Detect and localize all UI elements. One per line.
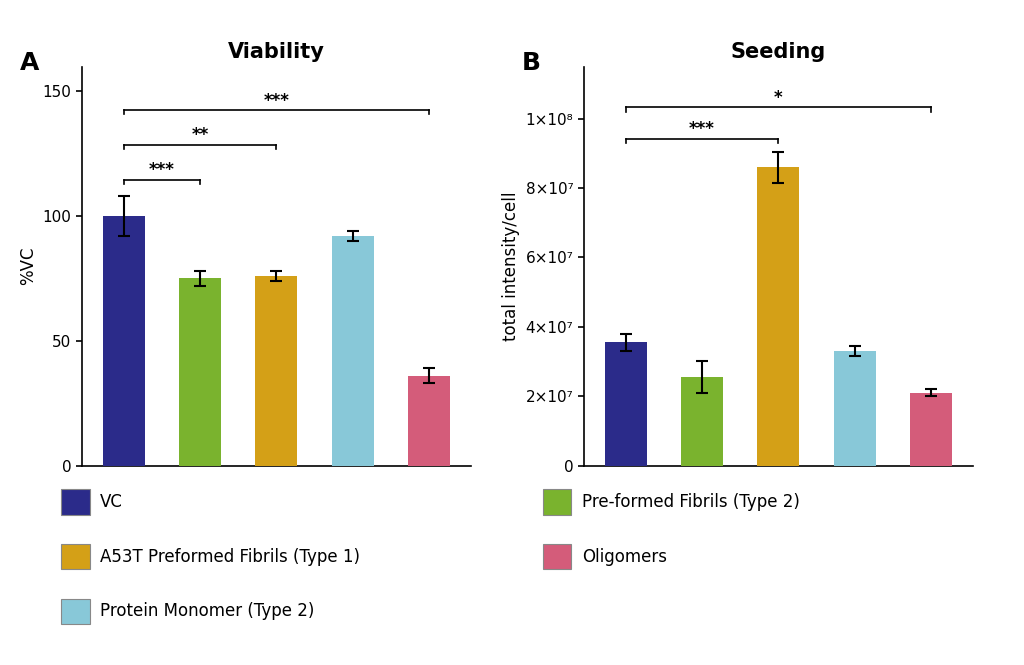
Bar [179, 279, 221, 466]
Text: A53T Preformed Fibrils (Type 1): A53T Preformed Fibrils (Type 1) [100, 547, 360, 566]
Text: ***: *** [263, 92, 290, 110]
Y-axis label: %VC: %VC [19, 247, 37, 285]
Text: *: * [774, 88, 782, 107]
Y-axis label: total intensity/cell: total intensity/cell [502, 192, 520, 340]
Bar [758, 167, 799, 466]
Text: ***: *** [150, 162, 175, 180]
Bar [604, 342, 646, 466]
Bar [681, 377, 723, 465]
Bar [409, 376, 451, 466]
Text: **: ** [191, 126, 209, 144]
Bar [256, 276, 297, 465]
Text: ***: *** [689, 120, 715, 138]
Title: Seeding: Seeding [730, 42, 826, 62]
Title: Viability: Viability [228, 42, 325, 62]
Bar [332, 236, 374, 466]
Text: Pre-formed Fibrils (Type 2): Pre-formed Fibrils (Type 2) [582, 493, 800, 511]
Bar [102, 216, 144, 466]
Text: B: B [521, 51, 541, 74]
Text: A: A [19, 51, 39, 74]
Text: VC: VC [100, 493, 123, 511]
Text: Oligomers: Oligomers [582, 547, 667, 566]
Bar [834, 351, 876, 465]
Bar [910, 392, 952, 465]
Text: Protein Monomer (Type 2): Protein Monomer (Type 2) [100, 602, 314, 620]
